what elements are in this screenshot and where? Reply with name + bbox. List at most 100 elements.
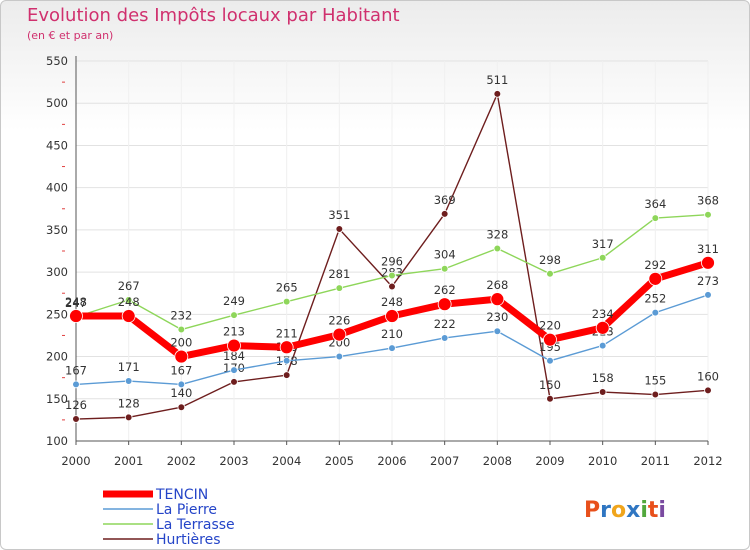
- y-tick-label: 350: [46, 223, 68, 237]
- data-point-tencin: [595, 320, 610, 335]
- data-label-la-terrasse: 298: [539, 253, 561, 267]
- data-label-tencin: 213: [223, 325, 245, 339]
- logo-letter: o: [611, 498, 626, 523]
- logo-letter: i: [658, 498, 666, 523]
- data-point-la-pierre: [440, 334, 449, 342]
- x-tick-label: 2000: [61, 454, 90, 468]
- data-label-la-terrasse: 317: [592, 237, 614, 251]
- x-tick-label: 2010: [588, 454, 617, 468]
- data-point-hurti-res: [493, 90, 502, 98]
- data-label-hurti-res: 158: [592, 371, 614, 385]
- x-tick-label: 2001: [114, 454, 143, 468]
- data-point-la-terrasse: [388, 271, 396, 280]
- data-point-tencin: [543, 332, 557, 347]
- y-tick-label: 450: [46, 138, 68, 152]
- data-point-hurti-res: [177, 403, 186, 412]
- data-label-tencin: 262: [434, 283, 456, 297]
- y-tick-label: 550: [46, 54, 68, 68]
- data-point-la-terrasse: [546, 269, 554, 278]
- data-point-la-terrasse: [440, 264, 449, 273]
- data-label-hurti-res: 511: [486, 73, 508, 87]
- data-point-la-pierre: [124, 377, 133, 385]
- data-label-tencin: 311: [697, 242, 719, 256]
- data-point-hurti-res: [651, 390, 660, 399]
- data-label-hurti-res: 150: [539, 378, 561, 392]
- y-tick-label: 300: [46, 265, 68, 279]
- x-tick-label: 2002: [167, 454, 196, 468]
- data-label-la-terrasse: 304: [434, 248, 456, 262]
- x-tick-label: 2009: [535, 454, 564, 468]
- y-tick-label: 200: [46, 350, 68, 364]
- x-tick-label: 2003: [219, 454, 248, 468]
- chart-subtitle: (en € et par an): [27, 29, 114, 42]
- y-tick-label: 100: [46, 434, 68, 448]
- data-point-la-pierre: [704, 291, 712, 299]
- data-point-la-terrasse: [124, 296, 133, 304]
- data-label-la-terrasse: 368: [697, 194, 719, 208]
- data-point-tencin: [279, 340, 294, 355]
- legend-label-la-terrasse: La Terrasse: [156, 517, 235, 533]
- data-label-hurti-res: 140: [170, 386, 192, 400]
- data-point-tencin: [701, 255, 715, 270]
- x-tick-label: 2008: [483, 454, 512, 468]
- data-point-la-pierre: [72, 380, 80, 389]
- y-tick-label: 150: [46, 392, 68, 406]
- data-label-la-pierre: 222: [434, 317, 456, 331]
- data-point-la-terrasse: [177, 325, 186, 334]
- data-point-tencin: [490, 292, 505, 307]
- x-tick-label: 2012: [693, 454, 722, 468]
- data-point-la-terrasse: [335, 284, 344, 292]
- data-label-tencin: 268: [486, 278, 508, 292]
- data-point-la-terrasse: [493, 244, 502, 253]
- data-point-la-terrasse: [704, 210, 712, 219]
- data-label-la-terrasse: 328: [486, 227, 508, 241]
- data-point-hurti-res: [72, 415, 80, 423]
- data-label-la-terrasse: 265: [276, 281, 298, 295]
- data-label-hurti-res: 351: [328, 208, 350, 222]
- data-point-hurti-res: [230, 378, 238, 386]
- logo-letter: r: [600, 498, 611, 523]
- data-point-hurti-res: [335, 225, 344, 233]
- data-label-la-terrasse: 249: [223, 294, 245, 308]
- data-label-la-pierre: 273: [697, 274, 719, 288]
- data-point-tencin: [437, 297, 452, 312]
- data-label-hurti-res: 128: [118, 396, 140, 410]
- data-label-tencin: 248: [381, 295, 403, 309]
- y-tick-label: 500: [46, 96, 68, 110]
- proxiti-logo: Proxiti: [584, 498, 666, 523]
- data-point-hurti-res: [546, 394, 554, 403]
- data-label-tencin: 220: [539, 319, 561, 333]
- data-label-la-pierre: 210: [381, 327, 403, 341]
- data-label-la-terrasse: 247: [65, 296, 87, 310]
- data-point-tencin: [648, 271, 663, 286]
- data-point-hurti-res: [598, 388, 607, 396]
- chart-title: Evolution des Impôts locaux par Habitant: [27, 5, 400, 26]
- data-point-la-pierre: [493, 327, 502, 336]
- logo-letter: P: [584, 498, 600, 523]
- data-point-la-pierre: [282, 356, 291, 365]
- legend-label-hurti-res: Hurtières: [156, 532, 221, 548]
- x-tick-label: 2006: [377, 454, 406, 468]
- x-tick-label: 2007: [430, 454, 459, 468]
- data-label-la-pierre: 171: [118, 360, 140, 374]
- data-point-la-pierre: [546, 356, 554, 365]
- data-label-hurti-res: 155: [644, 374, 666, 388]
- data-label-hurti-res: 369: [434, 193, 456, 207]
- data-point-tencin: [174, 349, 189, 364]
- data-label-hurti-res: 160: [697, 369, 719, 383]
- legend-label-la-pierre: La Pierre: [156, 502, 217, 518]
- x-tick-label: 2005: [325, 454, 354, 468]
- data-label-tencin: 292: [644, 258, 666, 272]
- data-label-hurti-res: 126: [65, 398, 87, 412]
- y-tick-label: 400: [46, 181, 68, 195]
- data-point-tencin: [227, 338, 241, 353]
- data-label-la-pierre: 252: [644, 292, 666, 306]
- data-label-la-terrasse: 281: [328, 267, 350, 281]
- data-point-hurti-res: [440, 210, 449, 218]
- data-label-tencin: 234: [592, 307, 614, 321]
- data-label-tencin: 248: [65, 295, 87, 309]
- data-point-tencin: [332, 327, 347, 342]
- data-point-tencin: [385, 309, 399, 323]
